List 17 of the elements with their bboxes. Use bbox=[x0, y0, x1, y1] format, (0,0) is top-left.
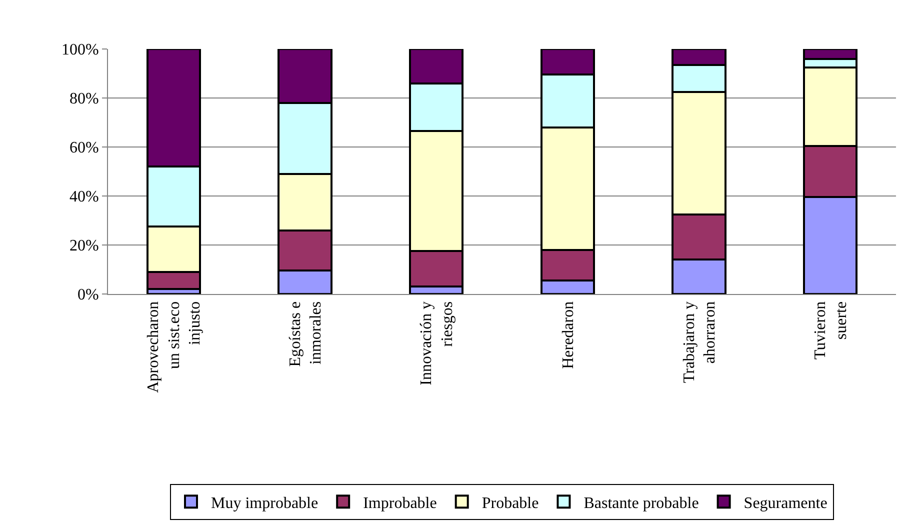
x-tick-label: Innovación y riesgos bbox=[418, 301, 456, 386]
legend-label: Improbable bbox=[363, 494, 437, 512]
y-tick-label: 20% bbox=[69, 238, 99, 255]
legend-label: Bastante probable bbox=[584, 494, 699, 512]
y-tick-label: 60% bbox=[69, 140, 99, 157]
y-tick-label: 100% bbox=[61, 42, 99, 59]
x-tick-label: Aprovecharon un sist.eco injusto bbox=[145, 301, 204, 393]
x-tick-label: Heredaron bbox=[560, 301, 577, 369]
y-tick-label: 80% bbox=[69, 90, 99, 108]
x-tick-label: Tuvieron suerte bbox=[812, 301, 850, 360]
y-tick-label: 40% bbox=[69, 188, 99, 206]
y-tick-label: 0% bbox=[77, 286, 99, 304]
legend-label: Seguramente bbox=[744, 494, 828, 512]
x-tick-label: Trabajaron y ahorraron bbox=[680, 301, 719, 384]
legend-label: Muy improbable bbox=[211, 494, 318, 512]
legend-label: Probable bbox=[482, 494, 539, 512]
x-tick-label: Egoístas e inmorales bbox=[286, 301, 325, 367]
